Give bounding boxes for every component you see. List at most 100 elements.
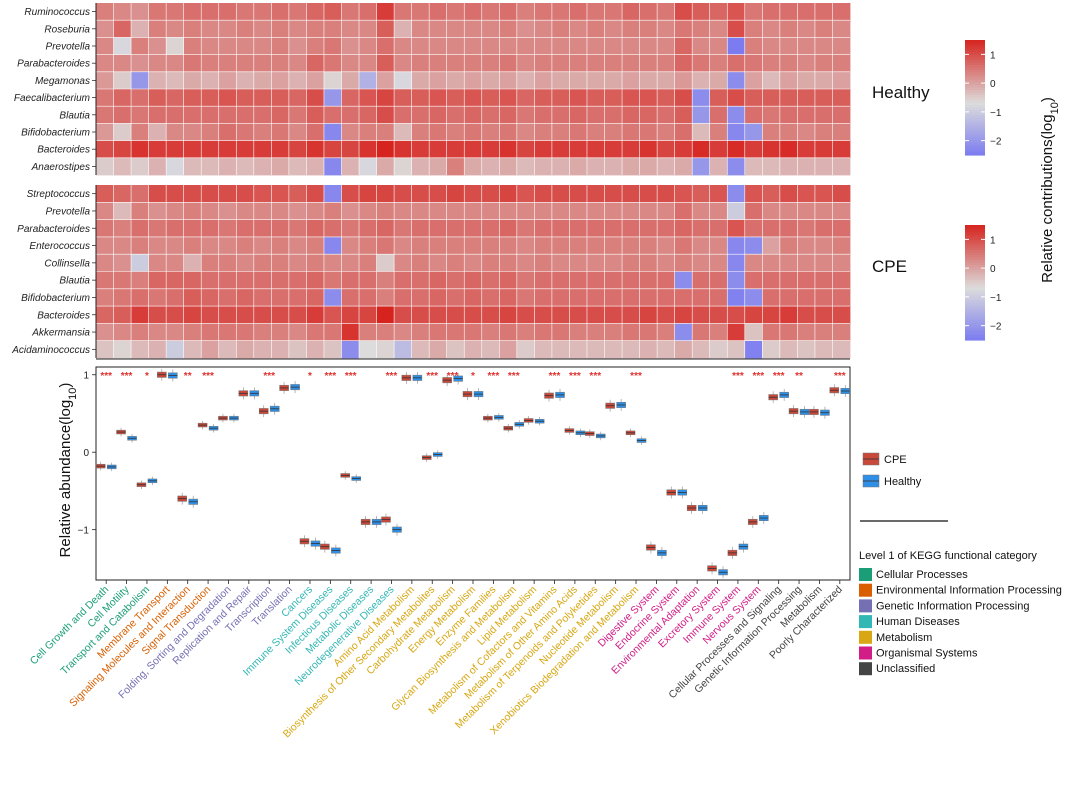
heatmap-cell	[534, 185, 553, 203]
heatmap-cell	[218, 37, 237, 55]
heatmap-cell	[166, 219, 185, 238]
heatmap-cell	[674, 236, 693, 255]
heatmap-cell	[639, 106, 658, 124]
heatmap-row-label: Bacteroides	[37, 145, 90, 156]
heatmap-cell	[113, 254, 132, 272]
heatmap-cell	[166, 202, 185, 220]
heatmap-cell	[762, 323, 781, 342]
heatmap-cell	[236, 3, 255, 21]
heatmap-cell	[692, 288, 711, 307]
heatmap-cell	[288, 323, 307, 342]
heatmap-cell	[692, 254, 711, 272]
colorbar-segment	[965, 292, 985, 296]
colorbar-segment	[965, 80, 985, 84]
heatmap-cell	[797, 3, 816, 21]
heatmap-cell	[253, 140, 272, 159]
heatmap-cell	[727, 340, 746, 359]
heatmap-cell	[271, 37, 290, 55]
heatmap-cell	[446, 323, 465, 342]
heatmap-cell	[464, 271, 483, 290]
significance-marker: **	[184, 371, 192, 382]
heatmap-cell	[586, 3, 605, 21]
heatmap-cell	[709, 20, 728, 38]
heatmap-cell	[271, 71, 290, 90]
significance-marker: ***	[773, 371, 785, 382]
heatmap-cell	[797, 306, 816, 324]
heatmap-row-label: Streptococcus	[27, 189, 90, 200]
heatmap-cell	[411, 71, 430, 90]
heatmap-cell	[569, 157, 588, 176]
heatmap-cell	[604, 106, 623, 124]
heatmap-cell	[709, 323, 728, 342]
heatmap-cell	[674, 37, 693, 55]
heatmap-cell	[744, 306, 763, 324]
heatmap-cell	[814, 89, 833, 107]
colorbar-segment	[965, 255, 985, 259]
heatmap-cell	[166, 340, 185, 359]
heatmap-cell	[569, 306, 588, 324]
heatmap-cell	[586, 106, 605, 124]
heatmap-cell	[762, 219, 781, 238]
heatmap-cell	[727, 219, 746, 238]
significance-marker: *	[471, 371, 475, 382]
heatmap-cell	[376, 306, 395, 324]
heatmap-cell	[411, 306, 430, 324]
heatmap-cell	[534, 323, 553, 342]
heatmap-cell	[394, 123, 413, 141]
significance-marker: ***	[834, 371, 846, 382]
heatmap-cell	[814, 202, 833, 220]
heatmap-cell	[481, 271, 500, 290]
heatmap-cell	[376, 185, 395, 203]
heatmap-cell	[394, 106, 413, 124]
legend-group-label: Healthy	[884, 476, 922, 488]
heatmap-cell	[411, 236, 430, 255]
heatmap-cell	[306, 219, 325, 238]
heatmap-cell	[201, 71, 220, 90]
colorbar-segment	[965, 85, 985, 89]
colorbar-segment	[965, 130, 985, 134]
heatmap-cell	[622, 37, 640, 55]
heatmap-cell	[464, 236, 483, 255]
heatmap-cell	[797, 71, 816, 90]
heatmap-cell	[341, 71, 360, 90]
heatmap-cell	[762, 20, 781, 38]
heatmap-cell	[148, 306, 167, 324]
heatmap-cell	[832, 219, 851, 238]
significance-marker: ***	[589, 371, 601, 382]
heatmap-cell	[622, 140, 640, 159]
heatmap-cell	[376, 157, 395, 176]
heatmap-cell	[166, 157, 185, 176]
heatmap-cell	[832, 202, 851, 220]
heatmap-cell	[692, 202, 711, 220]
heatmap-row-label: Anaerostipes	[31, 162, 90, 173]
heatmap-cell	[341, 89, 360, 107]
colorbar-segment	[965, 287, 985, 291]
heatmap-cell	[814, 3, 833, 21]
heatmap-row-label: Prevotella	[46, 42, 91, 53]
heatmap-cell	[797, 106, 816, 124]
heatmap-cell	[657, 3, 676, 21]
heatmap-cell	[481, 106, 500, 124]
heatmap-cell	[797, 89, 816, 107]
heatmap-row-label: Acidaminococcus	[11, 345, 90, 356]
heatmap-cell	[96, 185, 114, 203]
heatmap-cell	[306, 37, 325, 55]
colorbar-segment	[965, 235, 985, 239]
heatmap-cell	[306, 185, 325, 203]
heatmap-cell	[727, 288, 746, 307]
heatmap-cell	[709, 140, 728, 159]
heatmap-cell	[832, 140, 851, 159]
heatmap-cell	[534, 3, 553, 21]
heatmap-cell	[131, 202, 150, 220]
heatmap-cell	[323, 106, 342, 124]
heatmap-cell	[131, 89, 150, 107]
legend-category-swatch	[859, 662, 872, 676]
heatmap-cell	[201, 20, 220, 38]
heatmap-cell	[271, 140, 290, 159]
heatmap-cell	[674, 202, 693, 220]
heatmap-cell	[727, 3, 746, 21]
heatmap-cell	[341, 323, 360, 342]
heatmap-cell	[394, 185, 413, 203]
heatmap-cell	[499, 37, 518, 55]
